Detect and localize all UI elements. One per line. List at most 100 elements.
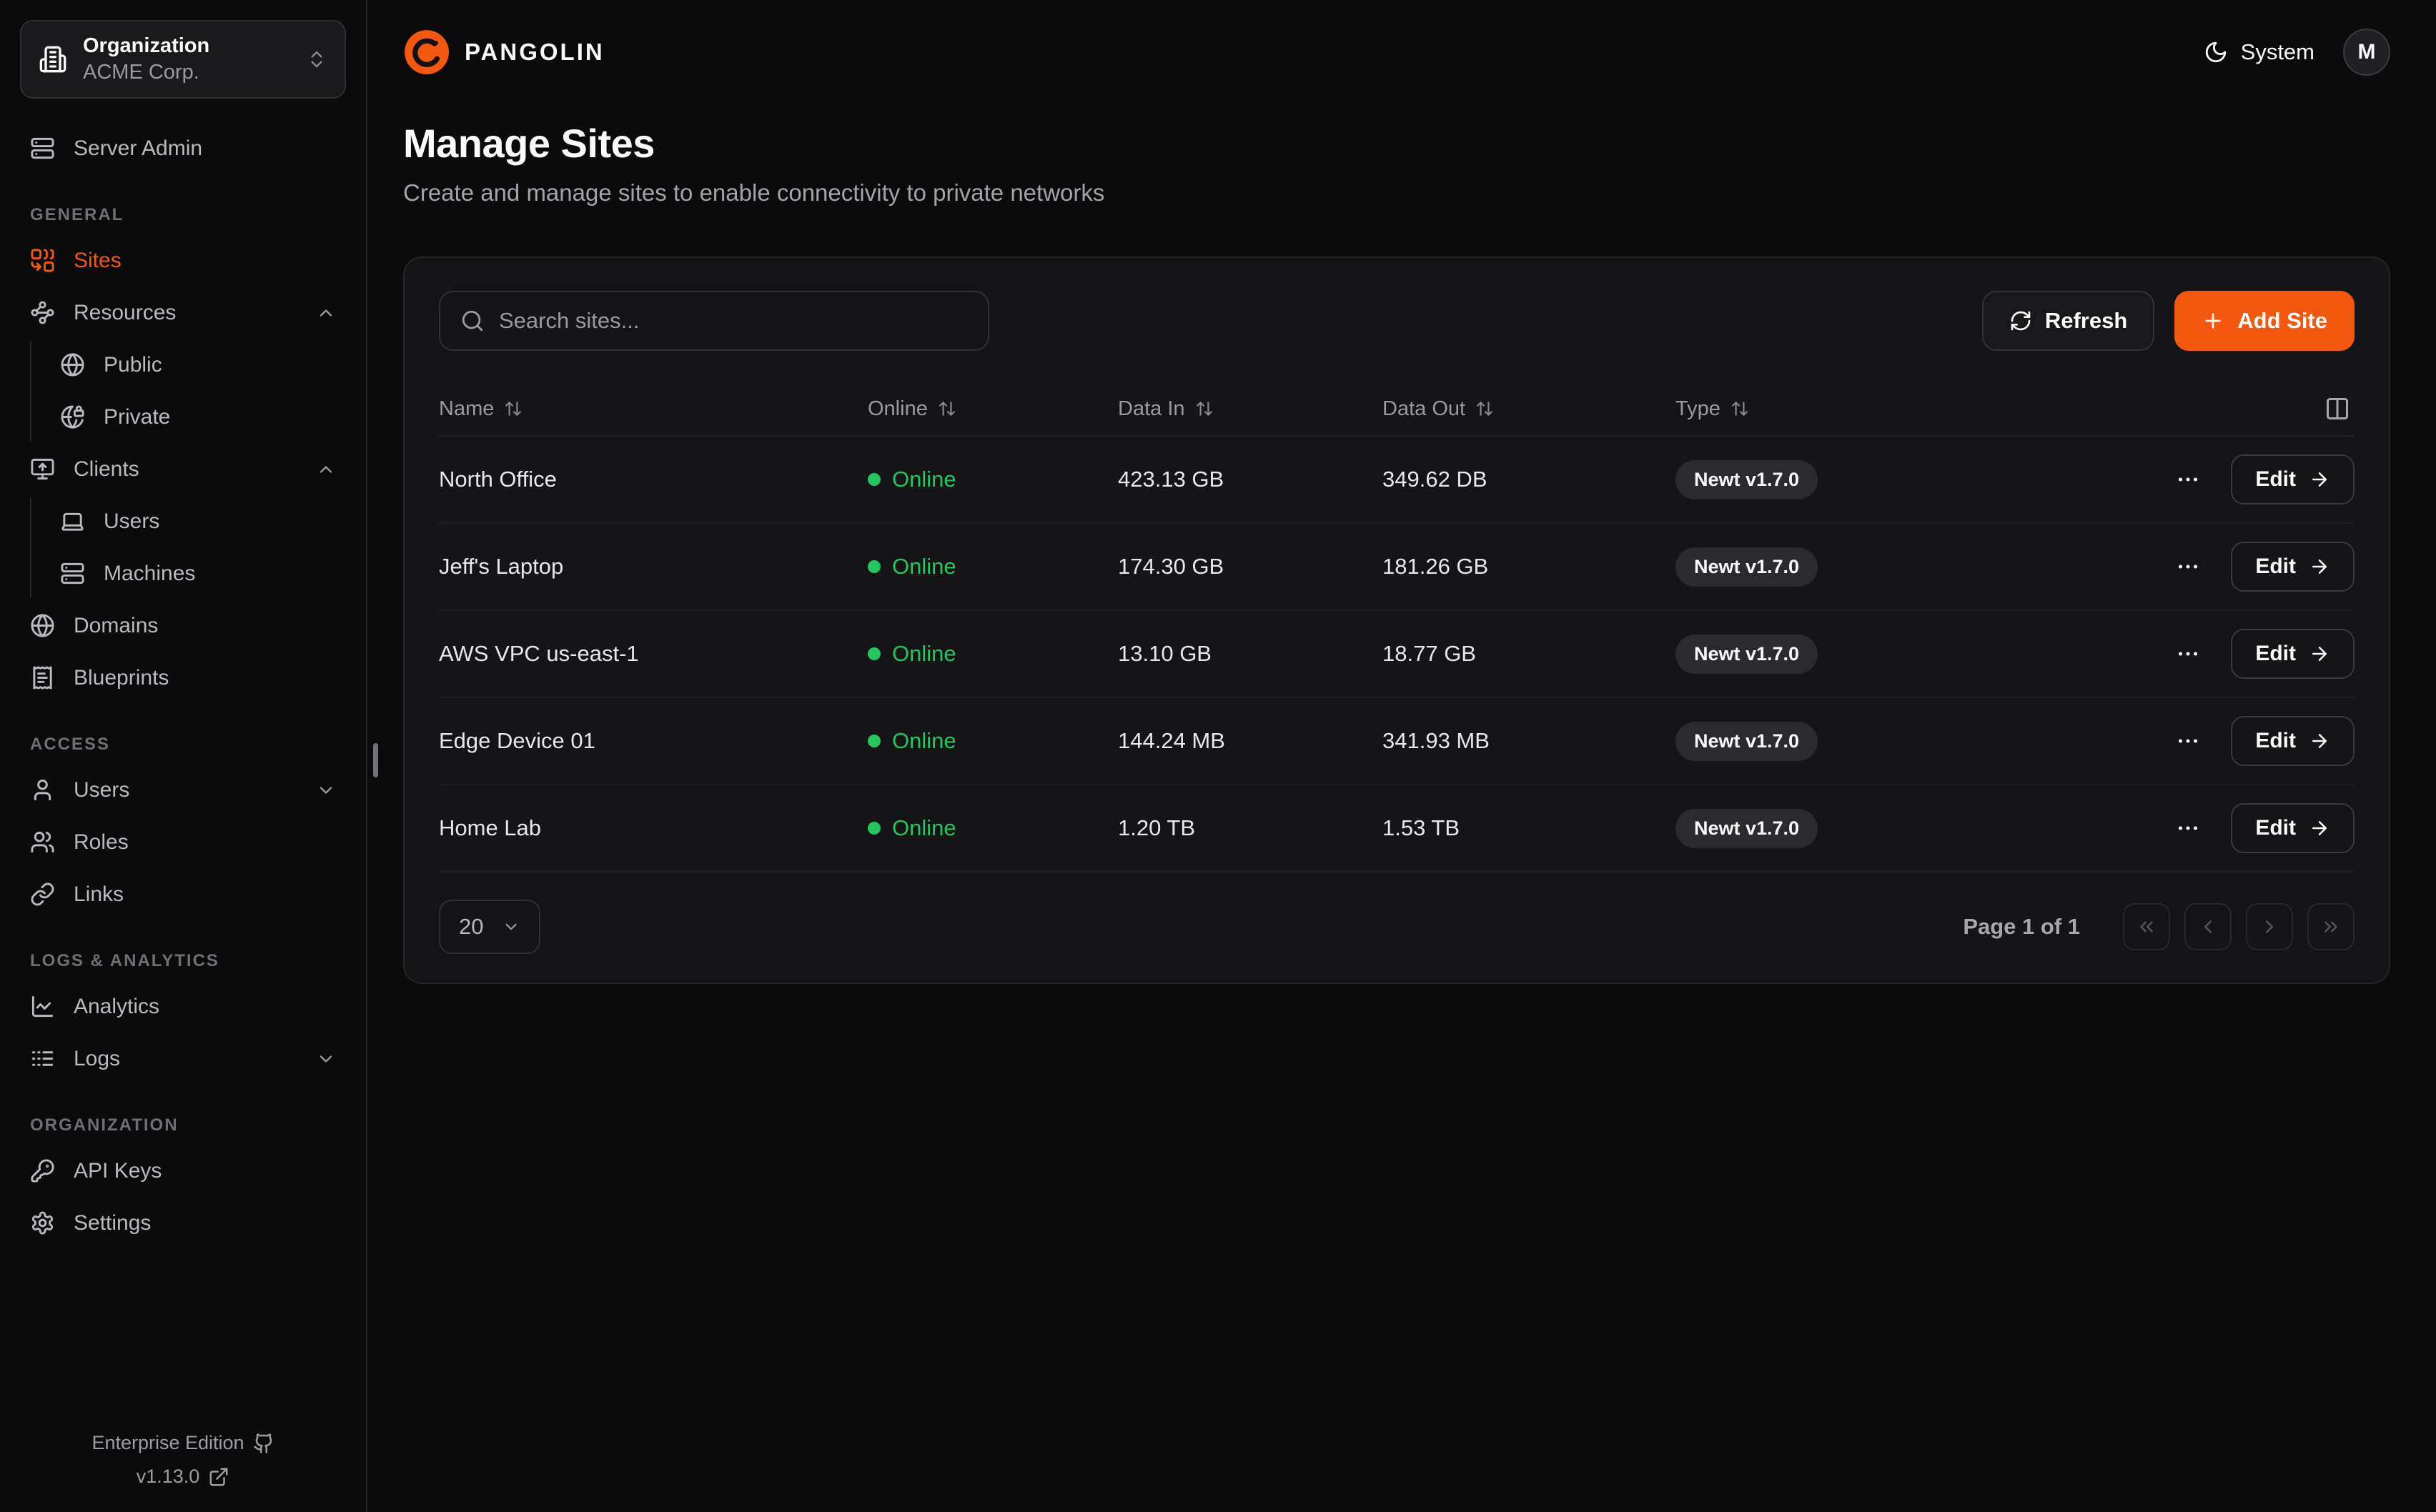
status-badge: Online (868, 728, 1118, 754)
page-size-select[interactable]: 20 (439, 900, 540, 954)
sidebar-item-label: Clients (74, 457, 139, 481)
edit-button[interactable]: Edit (2231, 803, 2355, 853)
sidebar-item-resources[interactable]: Resources (20, 289, 346, 337)
brand-logo: PANGOLIN (403, 29, 605, 76)
sidebar-item-logs[interactable]: Logs (20, 1035, 346, 1083)
row-menu-button[interactable] (2169, 635, 2207, 672)
status-badge: Online (868, 554, 1118, 580)
edition-label: Enterprise Edition (91, 1432, 244, 1453)
sidebar-item-label: Server Admin (74, 136, 203, 160)
sidebar-item-label: Blueprints (74, 665, 169, 690)
sidebar-item-analytics[interactable]: Analytics (20, 983, 346, 1030)
sidebar-item-sites[interactable]: Sites (20, 237, 346, 284)
column-header-data-out[interactable]: Data Out (1382, 397, 1675, 421)
data-out-value: 181.26 GB (1382, 554, 1489, 579)
github-icon[interactable] (253, 1433, 274, 1454)
section-heading-general: GENERAL (30, 205, 124, 224)
link-icon (31, 882, 54, 906)
type-badge: Newt v1.7.0 (1675, 459, 1818, 499)
column-header-type[interactable]: Type (1675, 397, 1976, 421)
sidebar-item-client-users[interactable]: Users (60, 497, 346, 545)
column-header-name[interactable]: Name (439, 397, 868, 421)
data-out-value: 349.62 DB (1382, 467, 1487, 492)
top-right-controls: System M (2204, 29, 2390, 76)
org-selector[interactable]: Organization ACME Corp. (20, 20, 346, 99)
sidebar-item-server-admin[interactable]: Server Admin (20, 124, 346, 172)
first-page-button[interactable] (2123, 903, 2170, 950)
status-badge: Online (868, 815, 1118, 841)
row-menu-button[interactable] (2169, 461, 2207, 498)
row-menu-button[interactable] (2169, 548, 2207, 585)
sidebar-item-links[interactable]: Links (20, 870, 346, 918)
sidebar-item-settings[interactable]: Settings (20, 1199, 346, 1247)
row-actions: Edit (1976, 716, 2355, 766)
edit-button[interactable]: Edit (2231, 629, 2355, 679)
online-dot (868, 473, 881, 486)
users-icon (31, 831, 54, 853)
column-header-online[interactable]: Online (868, 397, 1118, 421)
type-cell: Newt v1.7.0 (1675, 634, 1976, 674)
sidebar-item-domains[interactable]: Domains (20, 602, 346, 650)
avatar[interactable]: M (2343, 29, 2390, 76)
edit-button[interactable]: Edit (2231, 716, 2355, 766)
online-dot (868, 647, 881, 660)
type-cell: Newt v1.7.0 (1675, 547, 1976, 587)
plus-icon (2205, 313, 2221, 329)
next-page-button[interactable] (2246, 903, 2293, 950)
theme-toggle[interactable]: System (2204, 39, 2314, 65)
site-name: AWS VPC us-east-1 (439, 641, 639, 666)
refresh-button[interactable]: Refresh (1981, 291, 2155, 351)
sidebar-item-machines[interactable]: Machines (60, 549, 346, 597)
pager: Page 1 of 1 (1963, 903, 2355, 950)
add-site-button[interactable]: Add Site (2174, 291, 2355, 351)
last-page-button[interactable] (2307, 903, 2355, 950)
arrow-right-icon (2312, 734, 2327, 748)
page-info: Page 1 of 1 (1963, 914, 2080, 939)
pagination: 20 Page 1 of 1 (439, 900, 2355, 954)
external-link-icon[interactable] (208, 1466, 229, 1488)
sidebar-item-api-keys[interactable]: API Keys (20, 1147, 346, 1195)
search-input[interactable] (499, 308, 968, 334)
chart-line-icon (31, 995, 54, 1018)
moon-icon (2205, 41, 2226, 63)
sidebar-item-public[interactable]: Public (60, 341, 346, 389)
sort-icon (505, 402, 522, 416)
column-label: Type (1675, 397, 1720, 420)
type-cell: Newt v1.7.0 (1675, 459, 1976, 499)
sidebar-resize-handle[interactable] (373, 743, 378, 777)
user-icon (34, 779, 51, 801)
row-menu-button[interactable] (2169, 722, 2207, 760)
column-label: Online (868, 397, 928, 420)
edit-label: Edit (2255, 467, 2296, 491)
sidebar-item-clients[interactable]: Clients (20, 445, 346, 493)
table-row: North Office Online 423.13 GB 349.62 DB … (439, 437, 2355, 524)
chevron-left-icon (2204, 920, 2212, 933)
type-badge: Newt v1.7.0 (1675, 634, 1818, 674)
section-heading-access: ACCESS (30, 735, 111, 754)
previous-page-button[interactable] (2184, 903, 2232, 950)
status-label: Online (892, 641, 956, 666)
logs-icon (31, 1051, 54, 1066)
edit-button[interactable]: Edit (2231, 454, 2355, 504)
sort-icon (1196, 402, 1212, 416)
data-in-value: 1.20 TB (1118, 815, 1196, 840)
top-bar: PANGOLIN System M (403, 0, 2390, 76)
sidebar-item-users[interactable]: Users (20, 766, 346, 814)
table-row: Edge Device 01 Online 144.24 MB 341.93 M… (439, 698, 2355, 785)
sidebar-item-blueprints[interactable]: Blueprints (20, 654, 346, 702)
column-label: Data In (1118, 397, 1185, 420)
sidebar-item-label: Links (74, 882, 124, 906)
sidebar-item-private[interactable]: Private (60, 393, 346, 441)
sidebar-item-roles[interactable]: Roles (20, 818, 346, 866)
table-controls: Refresh Add Site (439, 291, 2355, 351)
pangolin-logo-icon (405, 30, 449, 74)
table-header-row: Name Online Data In Data Out Type (439, 382, 2355, 437)
sidebar: Organization ACME Corp. Server Admin GEN… (0, 0, 367, 1512)
row-menu-button[interactable] (2169, 810, 2207, 847)
receipt-icon (33, 666, 52, 690)
edit-button[interactable]: Edit (2231, 542, 2355, 592)
column-visibility-button[interactable] (2320, 392, 2355, 426)
column-header-data-in[interactable]: Data In (1118, 397, 1382, 421)
chevrons-left-icon (2140, 921, 2153, 932)
